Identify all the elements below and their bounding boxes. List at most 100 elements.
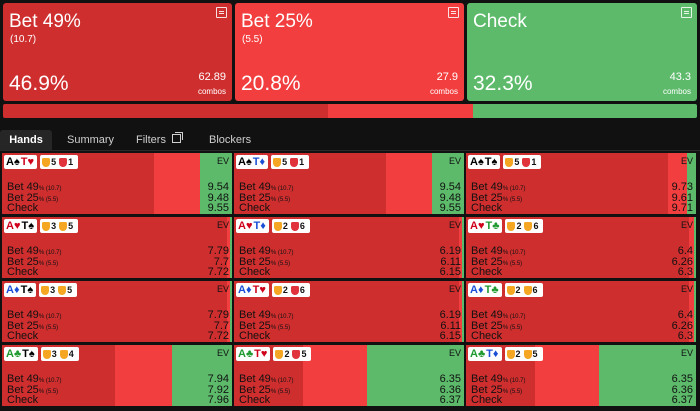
- shield-icon: [273, 157, 282, 167]
- row-sublabel: % (10.7): [502, 250, 526, 256]
- row-sublabel: % (5.5): [270, 389, 291, 395]
- badge-count: 2: [284, 349, 290, 359]
- ev-value: 7.79: [207, 309, 229, 321]
- badge-count: 5: [282, 157, 288, 167]
- hand-cell[interactable]: A♦ T♠ 3 5 EV Bet 49% (10.7) 7.79 Bet 25% (5.5) 7…: [2, 281, 232, 342]
- shield-icon: [290, 157, 299, 167]
- action-name: Check: [473, 11, 527, 32]
- card-suit: ♣: [245, 348, 254, 360]
- action-box-bet-49[interactable]: Bet 49% (10.7) 46.9% 62.89 combos: [3, 3, 232, 101]
- row-sublabel: % (5.5): [502, 197, 523, 203]
- hand-header: A♥ T♠ 3 5: [4, 219, 79, 233]
- card-suit: ♦: [260, 220, 266, 232]
- table-icon[interactable]: [681, 7, 692, 18]
- band-check: [693, 217, 696, 278]
- card-suit: ♦: [259, 156, 266, 168]
- ev-label: EV: [448, 284, 461, 294]
- band-bet-25: [459, 281, 462, 342]
- row-check: Check 7.72: [7, 331, 229, 342]
- row-label: Bet 49: [7, 245, 39, 257]
- card-rank: A: [238, 284, 246, 296]
- shield-icon: [59, 221, 68, 231]
- ev-value: 9.61: [671, 192, 693, 204]
- action-box-bet-25[interactable]: Bet 25% (5.5) 20.8% 27.9 combos: [235, 3, 464, 101]
- row-sublabel: % (10.7): [38, 186, 62, 192]
- hand-cell[interactable]: A♥ T♦ 2 6 EV Bet 49% (10.7) 6.19 Bet 25% (5.5) 6…: [234, 217, 464, 278]
- card: A♣: [470, 347, 485, 361]
- ev-value: 6.3: [677, 266, 693, 278]
- ev-value: 9.71: [671, 202, 693, 214]
- hand-header: A♦ T♥ 2 6: [236, 283, 310, 297]
- card-rank: T: [22, 348, 29, 360]
- band-bet-25: [114, 345, 173, 406]
- row-check: Check 9.55: [7, 203, 229, 214]
- badge-count: 1: [531, 157, 537, 167]
- hand-cell[interactable]: A♥ T♠ 3 5 EV Bet 49% (10.7) 7.79 Bet 25% (5.5) 7…: [2, 217, 232, 278]
- hand-cell[interactable]: A♠ T♦ 5 1 EV Bet 49% (10.7) 9.54 Bet 25% (5.5) 9…: [234, 153, 464, 214]
- row-label: Check: [7, 330, 39, 342]
- card-suit: ♦: [492, 348, 499, 360]
- freq-segment-bet-49: [3, 104, 329, 118]
- row-bet-49: Bet 49% (10.7) 7.94: [7, 374, 229, 385]
- action-box-check[interactable]: Check 32.3% 43.3 combos: [467, 3, 697, 101]
- badge-count: 5: [51, 157, 57, 167]
- ev-value: 9.54: [207, 181, 229, 193]
- row-label: Bet 25: [239, 384, 271, 396]
- badge-count: 2: [516, 221, 522, 231]
- card-suit: ♣: [491, 284, 499, 296]
- hand-cell[interactable]: A♥ T♣ 2 6 EV Bet 49% (10.7) 6.4 Bet 25% (5.5) 6.…: [466, 217, 696, 278]
- row-label: Check: [471, 202, 503, 214]
- tab-hands[interactable]: Hands: [0, 130, 52, 150]
- tab-blockers[interactable]: Blockers: [209, 130, 251, 150]
- card-suit: ♣: [492, 220, 500, 232]
- shield-icon: [275, 349, 284, 359]
- row-label: Bet 25: [7, 192, 39, 204]
- band-bet-25: [227, 217, 230, 278]
- band-bet-25: [535, 345, 600, 406]
- table-icon[interactable]: [216, 7, 227, 18]
- band-check: [686, 153, 696, 214]
- hand-cell[interactable]: A♣ T♦ 2 5 EV Bet 49% (10.7) 6.35 Bet 25% (5.5) 6…: [466, 345, 696, 406]
- shield-icon: [523, 285, 532, 295]
- badge-count: 2: [515, 349, 521, 359]
- ev-value: 6.19: [439, 309, 461, 321]
- hand-cell[interactable]: A♣ T♠ 3 4 EV Bet 49% (10.7) 7.94 Bet 25% (5.5) 7…: [2, 345, 232, 406]
- card-suit: ♥: [260, 348, 268, 360]
- row-sublabel: % (10.7): [38, 250, 62, 256]
- hand-header: A♣ T♦ 2 5: [468, 347, 543, 361]
- tab-summary[interactable]: Summary: [67, 130, 114, 150]
- ev-label: EV: [448, 156, 461, 166]
- hand-cell[interactable]: A♠ T♥ 5 1 EV Bet 49% (10.7) 9.54 Bet 25% (5.5) 9…: [2, 153, 232, 214]
- shield-icon: [58, 285, 67, 295]
- row-label: Check: [471, 266, 503, 278]
- table-icon[interactable]: [448, 7, 459, 18]
- card-suit: ♠: [28, 348, 35, 360]
- card-suit: ♥: [477, 220, 485, 232]
- card-suit: ♠: [245, 156, 252, 168]
- card: T♥: [254, 347, 267, 361]
- band-bet-49: [466, 281, 690, 342]
- hand-cards: A♠ T♦: [236, 155, 269, 169]
- badge-count: 5: [68, 221, 74, 231]
- hand-cell[interactable]: A♣ T♥ 2 5 EV Bet 49% (10.7) 6.35 Bet 25% (5.5) 6…: [234, 345, 464, 406]
- hand-cell[interactable]: A♦ T♥ 2 6 EV Bet 49% (10.7) 6.19 Bet 25% (5.5) 6…: [234, 281, 464, 342]
- card-rank: T: [486, 348, 493, 360]
- action-size: (5.5): [242, 34, 263, 45]
- row-sublabel: % (10.7): [270, 378, 294, 384]
- card-rank: A: [238, 156, 246, 168]
- row-sublabel: % (5.5): [38, 325, 59, 331]
- row-bet-25: Bet 25% (5.5) 6.11: [239, 321, 461, 332]
- ev-value: 7.72: [207, 330, 229, 342]
- row-bet-25: Bet 25% (5.5) 6.26: [471, 257, 693, 268]
- badge-count: 2: [515, 285, 521, 295]
- tab-filters[interactable]: Filters: [136, 130, 183, 150]
- row-bet-25: Bet 25% (5.5) 9.48: [239, 193, 461, 204]
- hand-cell[interactable]: A♠ T♠ 5 1 EV Bet 49% (10.7) 9.73 Bet 25% (5.5) 9…: [466, 153, 696, 214]
- badge-count: 5: [514, 157, 520, 167]
- hand-cell[interactable]: A♦ T♣ 2 6 EV Bet 49% (10.7) 6.4 Bet 25% (5.5) 6.…: [466, 281, 696, 342]
- hand-cards: A♦ T♥: [236, 283, 269, 297]
